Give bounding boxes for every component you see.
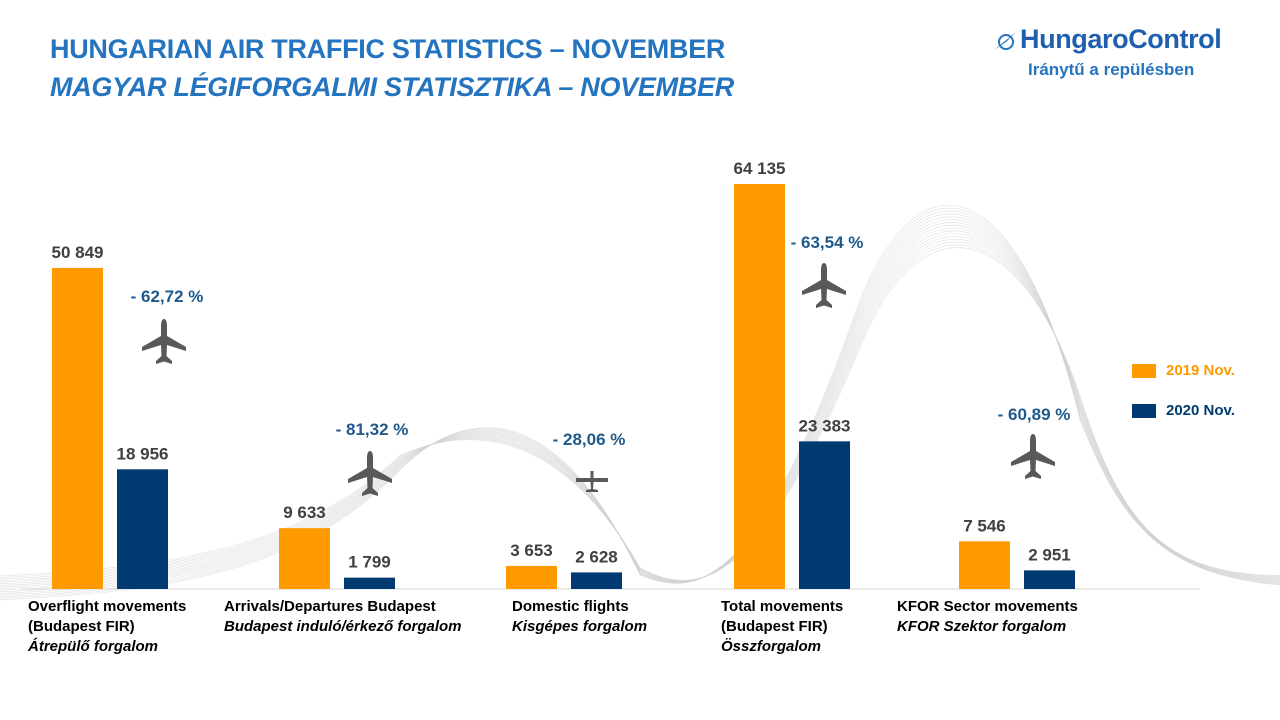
wave-line [0, 205, 1280, 601]
wave-line [0, 227, 1280, 588]
chart-title: HUNGARIAN AIR TRAFFIC STATISTICS – NOVEM… [50, 30, 734, 106]
data-label: 23 383 [799, 416, 851, 435]
title-english: HUNGARIAN AIR TRAFFIC STATISTICS – NOVEM… [50, 34, 726, 64]
logo-name: HungaroControl [1020, 24, 1222, 54]
legend-swatch-2020 [1132, 404, 1156, 418]
wave-line [0, 222, 1280, 591]
category-line: Arrivals/Departures Budapest [224, 598, 436, 615]
title-hungarian: MAGYAR LÉGIFORGALMI STATISZTIKA – NOVEMB… [50, 72, 734, 102]
data-label: 9 633 [283, 503, 326, 522]
data-label: 7 546 [963, 516, 1006, 535]
wave-line [0, 213, 1280, 596]
airliner-icon [802, 263, 846, 308]
bar-2019 [52, 267, 103, 589]
category-line-hungarian: KFOR Szektor forgalom [897, 618, 1067, 635]
bar-2020 [571, 572, 622, 589]
bar-2019 [959, 541, 1010, 589]
data-label: 1 799 [348, 553, 391, 572]
data-label: 18 956 [117, 444, 169, 463]
category-line: Total movements [721, 598, 844, 615]
legend-label-2020: 2020 Nov. [1166, 402, 1235, 419]
change-percentage: - 62,72 % [131, 287, 204, 306]
category-label-total: Total movements (Budapest FIR) Összforga… [721, 597, 843, 657]
wave-line [0, 208, 1280, 599]
wave-line [0, 230, 1280, 586]
category-line-hungarian: Budapest induló/érkező forgalom [224, 618, 462, 635]
change-percentage: - 28,06 % [553, 430, 626, 449]
data-label: 2 628 [575, 547, 618, 566]
category-label-overflight: Overflight movements (Budapest FIR) Átre… [28, 597, 186, 657]
airliner-icon [1011, 434, 1055, 479]
data-label: 64 135 [734, 159, 786, 178]
category-line-hungarian: Kisgépes forgalom [512, 618, 648, 635]
wave-line [0, 224, 1280, 590]
category-line-hungarian: Összforgalom [721, 638, 822, 655]
wave-line [0, 216, 1280, 594]
bar-2019 [734, 184, 785, 589]
category-label-domestic: Domestic flights Kisgépes forgalom [512, 597, 647, 637]
hungarocontrol-logo: HungaroControl Iránytű a repülésben [990, 24, 1255, 84]
change-percentage: - 63,54 % [791, 233, 864, 252]
bar-2019 [279, 528, 330, 589]
legend-label-2019: 2019 Nov. [1166, 362, 1235, 379]
small-plane-icon [576, 471, 608, 492]
data-label: 2 951 [1028, 545, 1071, 564]
category-line: Overflight movements [28, 598, 187, 615]
category-line-hungarian: Átrepülő forgalom [28, 638, 158, 655]
wave-line [0, 210, 1280, 598]
airliner-icon [142, 319, 186, 364]
category-line: (Budapest FIR) [28, 618, 135, 635]
data-label: 50 849 [52, 243, 104, 262]
bar-2020 [1024, 570, 1075, 589]
airliner-icon [348, 451, 392, 496]
compass-icon [994, 32, 1016, 50]
change-percentage: - 60,89 % [998, 405, 1071, 424]
category-line: KFOR Sector movements [897, 598, 1078, 615]
category-line: (Budapest FIR) [721, 618, 828, 635]
data-label: 3 653 [510, 541, 553, 560]
change-percentage: - 81,32 % [336, 420, 409, 439]
wave-line [0, 219, 1280, 593]
category-label-arrivals-departures: Arrivals/Departures Budapest Budapest in… [224, 597, 462, 637]
wave-line [0, 236, 1280, 583]
legend-swatch-2019 [1132, 364, 1156, 378]
category-line: Domestic flights [512, 598, 629, 615]
logo-tagline: Iránytű a repülésben [1028, 60, 1195, 79]
bar-2020 [799, 441, 850, 589]
wave-decoration [0, 205, 1280, 601]
bar-2020 [117, 469, 168, 589]
bar-2019 [506, 565, 557, 589]
category-label-kfor: KFOR Sector movements KFOR Szektor forga… [897, 597, 1078, 637]
bar-2020 [344, 577, 395, 589]
